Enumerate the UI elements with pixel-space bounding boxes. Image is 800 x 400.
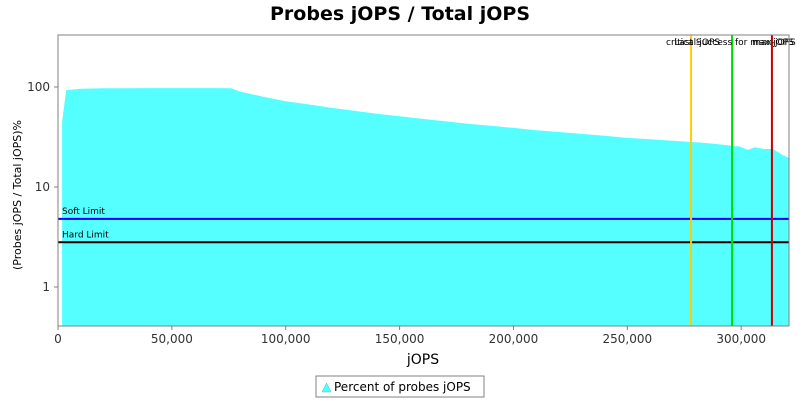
legend-box bbox=[315, 375, 485, 398]
vline-label-2: max-jOPS bbox=[752, 38, 796, 48]
hline-label-1: Hard Limit bbox=[62, 230, 109, 240]
x-tick-label-4: 200,000 bbox=[489, 332, 539, 346]
y-tick-label-0: 1 bbox=[42, 280, 50, 294]
y-axis: 1 10 100 bbox=[27, 80, 58, 294]
y-tick-label-1: 10 bbox=[35, 180, 50, 194]
legend-series-label: Percent of probes jOPS bbox=[334, 380, 471, 394]
x-axis-label: jOPS bbox=[406, 352, 439, 368]
x-tick-label-6: 300,000 bbox=[716, 332, 766, 346]
plot-border bbox=[57, 34, 790, 327]
legend-series-icon bbox=[321, 382, 332, 393]
vline-label-1: Last Success for max-jOPS bbox=[674, 38, 794, 48]
series-area bbox=[62, 88, 790, 326]
series-area-layer bbox=[62, 88, 790, 326]
y-tick-label-2: 100 bbox=[27, 80, 50, 94]
chart-title: Probes jOPS / Total jOPS bbox=[270, 3, 530, 25]
x-axis: 0 50,000 100,000 150,000 200,000 250,000 300,0… bbox=[54, 326, 766, 346]
legend: Percent of probes jOPS bbox=[315, 375, 485, 398]
x-tick-label-3: 150,000 bbox=[375, 332, 425, 346]
hline-label-0: Soft Limit bbox=[62, 207, 105, 217]
x-tick-label-2: 100,000 bbox=[261, 332, 311, 346]
x-tick-label-5: 250,000 bbox=[603, 332, 653, 346]
x-tick-label-0: 0 bbox=[54, 332, 62, 346]
horizontal-reference-lines: Soft Limit Hard Limit bbox=[58, 207, 789, 244]
vline-label-0: critical-jOPS bbox=[666, 38, 720, 48]
y-axis-label: (Probes jOPS / Total jOPS)% bbox=[11, 120, 24, 270]
x-tick-label-1: 50,000 bbox=[151, 332, 193, 346]
